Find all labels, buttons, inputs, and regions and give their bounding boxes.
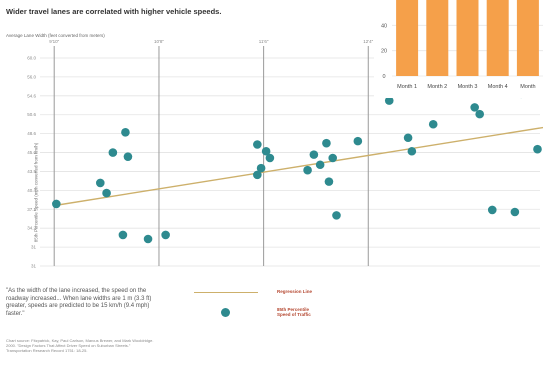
mini-bar xyxy=(426,0,449,76)
mini-x-tick-label: Month 1 xyxy=(397,84,417,90)
legend-points-label-line-1: 85th Percentile xyxy=(277,307,310,312)
data-point xyxy=(470,103,479,112)
quote-text: "As the width of the lane increased, the… xyxy=(6,288,152,317)
data-point xyxy=(475,109,484,119)
mini-bar-chart: 40 20 0 Month 1 Month 2 Month 3 Month 4 Month xyxy=(374,0,543,98)
data-point xyxy=(102,188,111,198)
y-tick-label: 34.2 xyxy=(27,226,36,231)
y-tick-label: 48.6 xyxy=(27,131,36,136)
x-tick-label: 12'4" xyxy=(363,39,373,44)
x-tick-label: 9'10" xyxy=(49,39,59,44)
legend-points-swatch xyxy=(221,308,230,317)
data-point xyxy=(328,153,338,163)
data-point xyxy=(487,205,497,215)
data-point xyxy=(121,128,130,137)
legend-points-label: 85th Percentile Speed of Traffic xyxy=(277,307,311,317)
mini-bar xyxy=(456,0,479,76)
data-point xyxy=(510,207,520,217)
y-tick-label: 40.4 xyxy=(27,188,36,193)
y-tick-label: 60.0 xyxy=(27,56,36,61)
source-text: Chart source: Fitzpatrick, Kay, Paul Car… xyxy=(6,338,154,353)
y-tick-label: 56.0 xyxy=(27,74,36,79)
data-point xyxy=(96,178,105,188)
data-point xyxy=(533,144,542,154)
data-point xyxy=(52,199,61,209)
data-point xyxy=(161,230,170,240)
mini-x-tick-label: Month 4 xyxy=(488,84,508,90)
chart-subtitle: Average Lane Width (feet converted from … xyxy=(6,33,105,38)
data-point xyxy=(253,170,262,180)
mini-x-tick-label: Month xyxy=(520,84,535,90)
mini-bar xyxy=(486,0,509,76)
data-point xyxy=(108,148,118,157)
data-point xyxy=(428,119,438,129)
data-point xyxy=(332,211,341,220)
data-point xyxy=(261,146,271,156)
data-point xyxy=(353,136,363,146)
mini-bar xyxy=(396,0,419,76)
data-point xyxy=(118,230,128,240)
regression-line xyxy=(56,126,543,206)
data-point xyxy=(123,152,133,161)
scatter-plot: 60.0 56.0 54.6 50.6 48.6 45.6 43.5 40.4 37.2 34.2… xyxy=(27,39,543,269)
mini-bar-chart-svg: 40 20 0 Month 1 Month 2 Month 3 Month 4 Month xyxy=(381,0,543,90)
data-point xyxy=(322,138,331,148)
mini-y-tick-label: 20 xyxy=(381,49,387,55)
y-tick-label: 31 xyxy=(31,245,37,250)
data-point xyxy=(256,163,266,173)
y-tick-label: 54.6 xyxy=(27,93,36,98)
y-tick-label: 45.6 xyxy=(27,150,36,155)
data-point xyxy=(265,153,275,163)
data-point xyxy=(143,234,153,244)
legend-regression-swatch xyxy=(194,292,258,293)
data-point xyxy=(407,146,417,156)
y-tick-label: 43.5 xyxy=(27,169,36,174)
data-point xyxy=(403,133,413,143)
legend-points-label-line-2: Speed of Traffic xyxy=(277,312,311,317)
data-point xyxy=(303,165,312,175)
x-tick-label: 10'8" xyxy=(154,39,164,44)
mini-bar xyxy=(516,0,539,76)
mini-y-tick-label: 0 xyxy=(382,74,385,80)
data-point xyxy=(315,160,325,170)
y-tick-label: 37.2 xyxy=(27,207,36,212)
mini-x-tick-label: Month 3 xyxy=(458,84,478,90)
data-point xyxy=(384,96,394,105)
mini-y-tick-label: 40 xyxy=(381,23,387,29)
y-tick-label: 31 xyxy=(31,264,37,269)
legend-regression-label: Regression Line xyxy=(277,289,313,294)
mini-x-tick-label: Month 2 xyxy=(427,84,447,90)
x-tick-label: 11'6" xyxy=(259,39,269,44)
data-point xyxy=(309,150,319,159)
y-tick-label: 50.6 xyxy=(27,112,36,117)
chart-title: Wider travel lanes are correlated with h… xyxy=(6,7,222,16)
data-point xyxy=(253,140,262,149)
data-point xyxy=(324,177,334,186)
